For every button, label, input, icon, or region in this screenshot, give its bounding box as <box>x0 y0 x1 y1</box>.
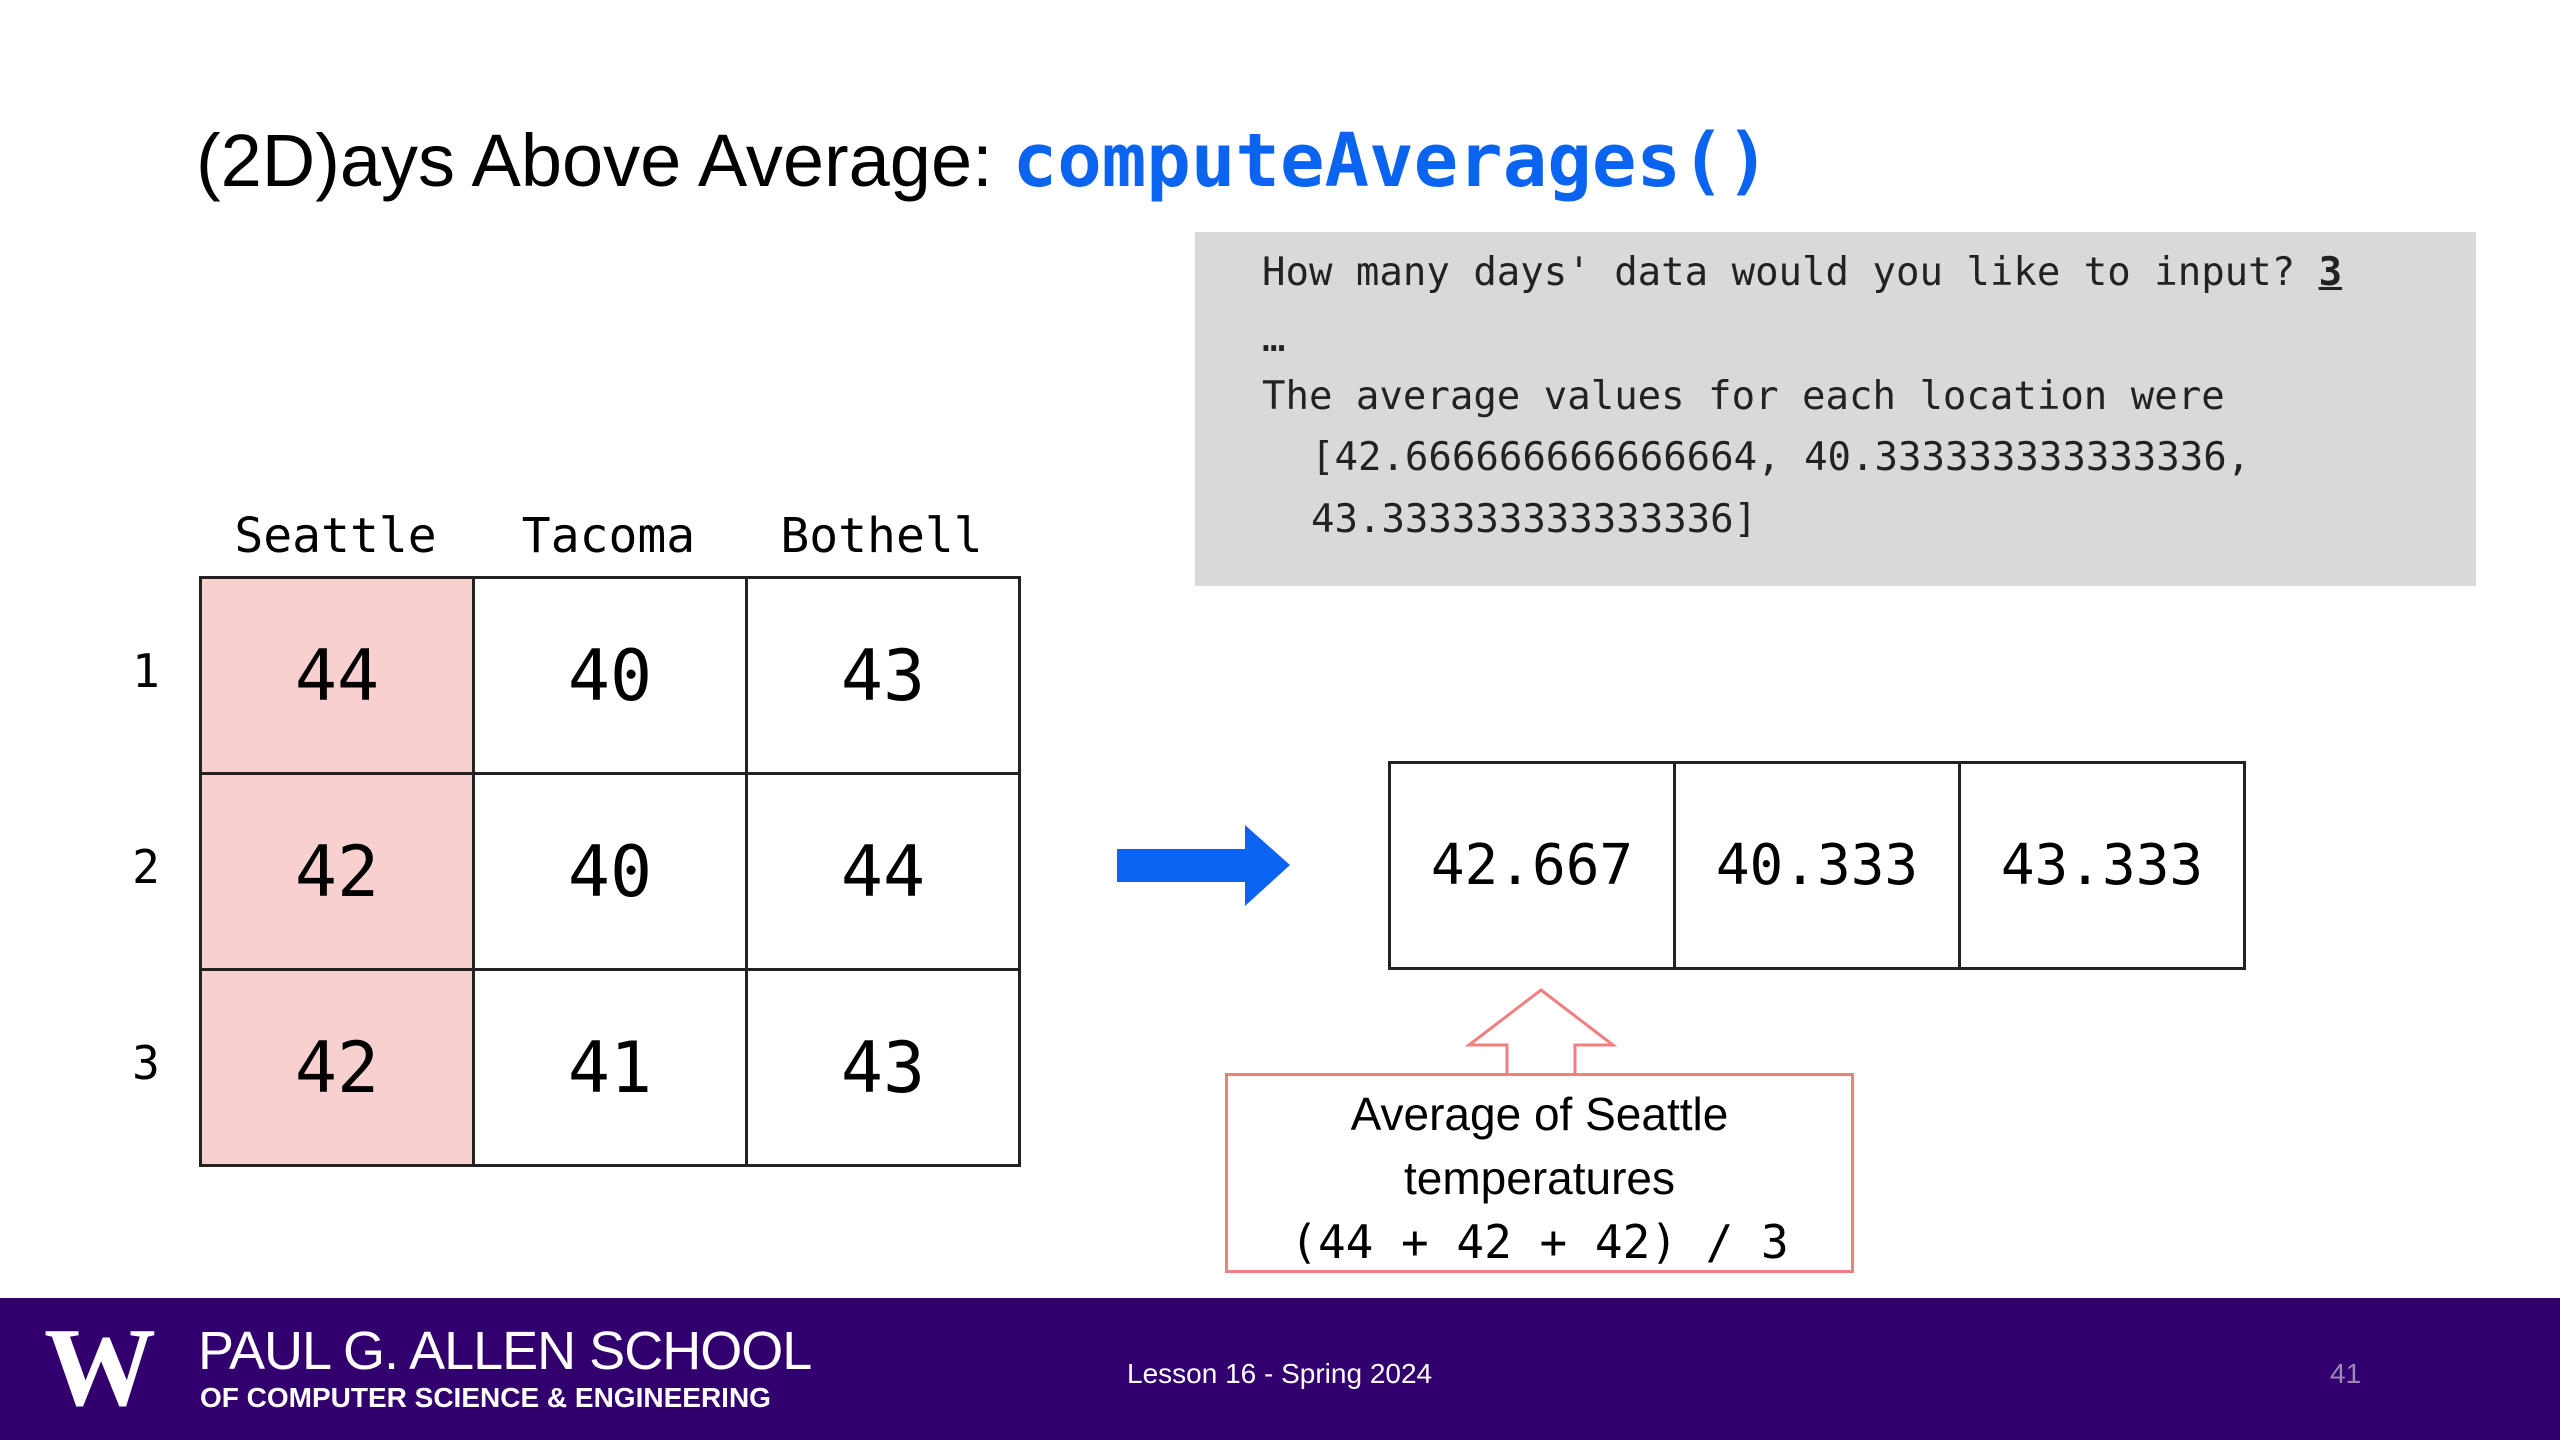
row-label: 3 <box>132 1036 160 1090</box>
table-row: 42 40 44 <box>199 772 1021 971</box>
callout-arrow-shape <box>1465 988 1617 1077</box>
averages-array: 42.667 40.333 43.333 <box>1388 761 2246 970</box>
table-cell: 40 <box>472 576 748 775</box>
title-text: (2D)ays Above Average: <box>196 119 993 202</box>
console-prompt: How many days' data would you like to in… <box>1262 250 2296 295</box>
table-cell: 43 <box>745 968 1021 1167</box>
console-line: [42.666666666666664, 40.333333333333336, <box>1311 435 2251 480</box>
table-row: 42 41 43 <box>199 968 1021 1167</box>
callout: Average of Seattle temperatures (44 + 42… <box>1225 1073 1854 1273</box>
table-cell: 41 <box>472 968 748 1167</box>
slide-title: (2D)ays Above Average: computeAverages() <box>196 118 1770 204</box>
callout-line: Average of Seattle <box>1350 1088 1729 1140</box>
column-header: Bothell <box>780 508 983 564</box>
array-cell: 40.333 <box>1673 761 1961 970</box>
table-cell: 44 <box>745 772 1021 971</box>
callout-line: temperatures <box>1403 1152 1675 1204</box>
arrow <box>1117 825 1290 906</box>
table-cell: 42 <box>199 968 475 1167</box>
temperature-table: 44 40 43 42 40 44 42 41 43 <box>199 576 1021 1167</box>
department-name: OF COMPUTER SCIENCE & ENGINEERING <box>200 1382 771 1413</box>
table-cell: 44 <box>199 576 475 775</box>
array-cell: 42.667 <box>1388 761 1676 970</box>
column-header: Tacoma <box>521 508 696 564</box>
footer: W PAUL G. ALLEN SCHOOL OF COMPUTER SCIEN… <box>0 1298 2560 1440</box>
table-cell: 40 <box>472 772 748 971</box>
lesson-label: Lesson 16 - Spring 2024 <box>1127 1358 1433 1389</box>
arrow-shape <box>1117 825 1290 906</box>
array-cell: 43.333 <box>1958 761 2246 970</box>
console-input: 3 <box>2318 250 2343 295</box>
logo: W <box>44 1306 156 1430</box>
table-cell: 42 <box>199 772 475 971</box>
console-line: 43.333333333333336] <box>1311 497 1758 542</box>
table-cell: 43 <box>745 576 1021 775</box>
school-name: PAUL G. ALLEN SCHOOL <box>198 1321 812 1381</box>
callout-arrow <box>1465 988 1617 1077</box>
table-row: 44 40 43 <box>199 576 1021 775</box>
callout-line: (44 + 42 + 42) / 3 <box>1290 1215 1789 1269</box>
console-line: How many days' data would you like to in… <box>1262 250 2342 295</box>
console-output: How many days' data would you like to in… <box>1195 232 2476 586</box>
column-header: Seattle <box>234 508 437 564</box>
array-row: 42.667 40.333 43.333 <box>1388 761 2246 970</box>
console-line: … <box>1262 316 1286 361</box>
row-label: 2 <box>132 840 160 894</box>
page-number: 41 <box>2330 1358 2362 1389</box>
console-line: The average values for each location wer… <box>1262 374 2225 419</box>
title-code: computeAverages() <box>1012 118 1771 204</box>
row-label: 1 <box>132 644 160 698</box>
